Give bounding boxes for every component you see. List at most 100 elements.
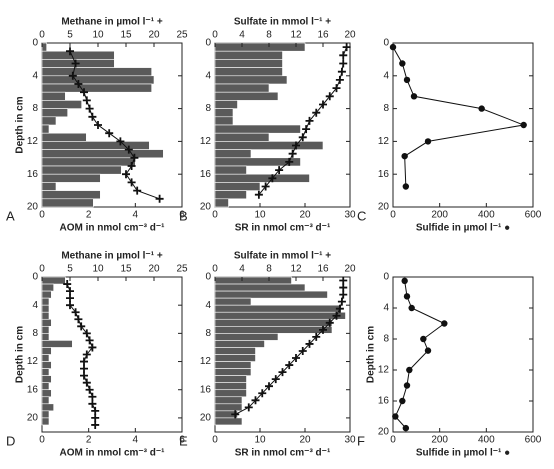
bar bbox=[214, 276, 292, 285]
y-tick-label: 8 bbox=[383, 334, 389, 345]
x-tick-label: 15 bbox=[120, 30, 132, 41]
point bbox=[127, 178, 136, 187]
bar bbox=[214, 297, 252, 306]
point bbox=[520, 121, 527, 129]
bar bbox=[41, 42, 47, 52]
x-tick-label: 0 bbox=[39, 435, 45, 446]
panel-letter: A bbox=[6, 208, 15, 223]
point bbox=[91, 420, 100, 429]
y-tick-label: 12 bbox=[378, 365, 390, 376]
x-tick-label: 4 bbox=[239, 30, 245, 41]
x-tick-label: 0 bbox=[212, 264, 218, 275]
x-tick-label: 400 bbox=[478, 435, 495, 446]
bar bbox=[41, 318, 52, 327]
bar bbox=[41, 347, 52, 355]
bar bbox=[214, 91, 279, 101]
bar bbox=[41, 297, 50, 306]
y-tick-label: 16 bbox=[200, 169, 212, 180]
point bbox=[244, 403, 253, 412]
x-axis-label: SR in nmol cm⁻³ d⁻¹ bbox=[235, 223, 331, 234]
x-tick-label: 12 bbox=[290, 264, 302, 275]
bar bbox=[214, 173, 310, 183]
bar bbox=[41, 50, 115, 60]
bar bbox=[214, 59, 283, 68]
bar bbox=[41, 67, 152, 77]
bar bbox=[41, 333, 50, 341]
x-tick-label: 20 bbox=[148, 264, 160, 275]
point bbox=[63, 280, 72, 289]
y-tick-label: 4 bbox=[205, 70, 211, 81]
x-axis-label: AOM in nmol cm⁻³ d⁻¹ bbox=[60, 223, 166, 234]
bar bbox=[214, 42, 306, 52]
point bbox=[278, 368, 287, 377]
x-tick-label: 12 bbox=[290, 30, 302, 41]
point bbox=[80, 371, 88, 380]
point bbox=[88, 343, 97, 352]
point bbox=[408, 304, 415, 312]
x-tick-label: 600 bbox=[525, 210, 542, 221]
bar bbox=[41, 182, 57, 191]
bar bbox=[214, 368, 252, 376]
point bbox=[85, 385, 94, 394]
x-tick-label: 8 bbox=[266, 30, 272, 41]
point bbox=[403, 293, 411, 300]
point bbox=[337, 67, 346, 76]
bar bbox=[214, 75, 288, 85]
x-tick-label: 0 bbox=[39, 264, 45, 275]
bar bbox=[214, 382, 247, 391]
bar bbox=[41, 198, 94, 208]
x-tick-label: 8 bbox=[266, 264, 272, 275]
bar bbox=[41, 75, 155, 85]
point bbox=[271, 375, 280, 384]
point bbox=[298, 133, 307, 142]
bar bbox=[41, 382, 50, 391]
bar bbox=[41, 165, 122, 175]
point bbox=[66, 294, 74, 303]
point bbox=[288, 149, 297, 158]
bar bbox=[214, 182, 261, 191]
point bbox=[66, 287, 74, 296]
point bbox=[302, 125, 311, 134]
bar bbox=[214, 190, 247, 200]
point bbox=[420, 335, 427, 343]
x-tick-label: 6 bbox=[179, 435, 185, 446]
point bbox=[392, 413, 399, 420]
bar bbox=[214, 347, 256, 355]
bar bbox=[41, 304, 50, 313]
y-tick-label: 12 bbox=[27, 356, 39, 367]
x-tick-label: 200 bbox=[431, 435, 448, 446]
point bbox=[261, 182, 270, 191]
x-axis-label: Sulfide in µmol l⁻¹ ● bbox=[416, 223, 510, 234]
x-tick-label: 5 bbox=[67, 30, 73, 41]
point bbox=[319, 325, 327, 334]
point bbox=[401, 152, 408, 160]
x-tick-label: 400 bbox=[478, 210, 495, 221]
bar bbox=[214, 417, 243, 426]
x-axis-label: AOM in nmol cm⁻³ d⁻¹ bbox=[60, 448, 166, 459]
bar bbox=[214, 304, 342, 313]
y-tick-label: 20 bbox=[27, 413, 39, 424]
y-tick-label: 16 bbox=[27, 169, 39, 180]
x-tick-label: 15 bbox=[120, 264, 132, 275]
x-tick-label: 0 bbox=[39, 30, 45, 41]
point bbox=[124, 145, 133, 154]
point bbox=[77, 322, 86, 331]
y-tick-label: 0 bbox=[32, 38, 38, 49]
point bbox=[285, 361, 294, 370]
x-tick-label: 20 bbox=[299, 210, 311, 221]
bar bbox=[214, 149, 252, 159]
bar bbox=[41, 326, 50, 334]
plot-frame bbox=[392, 276, 534, 433]
point bbox=[80, 364, 88, 373]
x-axis-label: Sulfate in mmol l⁻¹ + bbox=[234, 17, 331, 28]
x-tick-label: 16 bbox=[317, 264, 329, 275]
x-axis-label: Methane in µmol l⁻¹ + bbox=[61, 17, 162, 28]
bar bbox=[41, 417, 50, 426]
point bbox=[88, 112, 97, 121]
point bbox=[335, 75, 344, 84]
point bbox=[342, 43, 351, 52]
bar bbox=[41, 361, 52, 369]
bar bbox=[214, 375, 247, 383]
bar bbox=[214, 165, 247, 175]
panel-letter: B bbox=[179, 208, 188, 223]
